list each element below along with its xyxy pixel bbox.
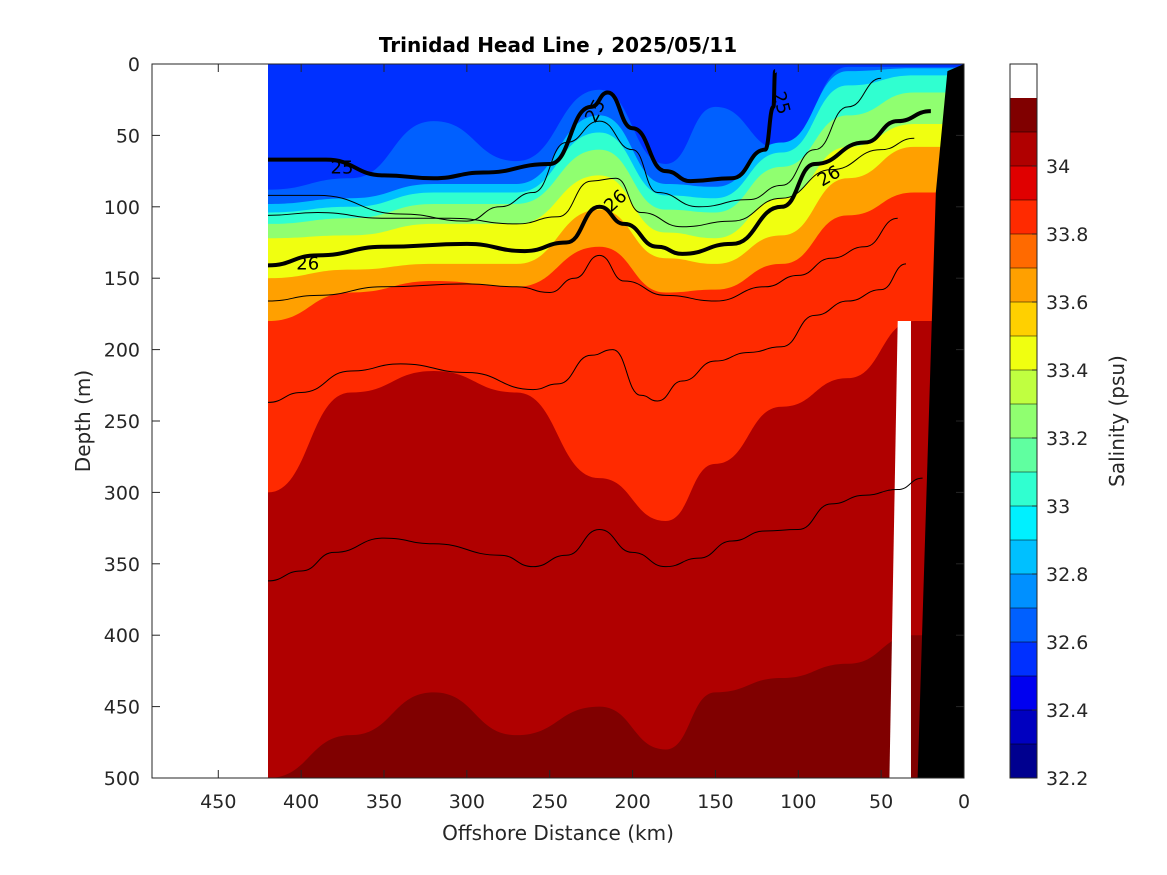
density-contour-line	[267, 477, 923, 582]
y-tick-label: 50	[116, 125, 140, 147]
x-tick-label: 300	[449, 791, 485, 813]
y-tick-label: 150	[104, 268, 140, 290]
shelf-gap	[889, 321, 911, 778]
y-tick-label: 400	[104, 625, 140, 647]
x-tick-label: 450	[200, 791, 236, 813]
colorbar-segment	[1010, 676, 1037, 710]
x-tick-label: 350	[366, 791, 402, 813]
x-axis-ticks: 450 400 350 300 250 200 150 100 50 0	[200, 64, 970, 813]
contour-label-group: 25	[331, 158, 354, 179]
contour-label-group: 26	[296, 253, 319, 274]
density-contour-line	[267, 217, 898, 302]
density-contour-line	[267, 137, 915, 228]
chart-title: Trinidad Head Line , 2025/05/11	[379, 33, 737, 57]
x-tick-label: 250	[532, 791, 568, 813]
colorbar-segment	[1010, 438, 1037, 472]
colorbar-segment	[1010, 200, 1037, 234]
seafloor-mask	[917, 64, 964, 778]
x-tick-label: 200	[614, 791, 650, 813]
colorbar-segment	[1010, 234, 1037, 268]
colorbar-segment	[1010, 166, 1037, 200]
salinity-band	[268, 635, 964, 778]
y-tick-label: 500	[104, 768, 140, 790]
y-tick-label: 0	[128, 54, 140, 76]
contour-label: 26	[296, 253, 319, 274]
colorbar-segment	[1010, 370, 1037, 404]
y-tick-label: 300	[104, 482, 140, 504]
y-axis-ticks: 0 50 100 150 200 250 300 350 400 450 500	[104, 54, 964, 790]
colorbar-segment	[1010, 268, 1037, 302]
y-tick-label: 350	[104, 554, 140, 576]
density-contour-line	[267, 109, 931, 268]
colorbar-segment	[1010, 132, 1037, 166]
x-tick-label: 150	[697, 791, 733, 813]
colorbar-tick-label: 34	[1046, 156, 1070, 178]
colorbar-segment	[1010, 302, 1037, 336]
colorbar-frame	[1009, 63, 1038, 779]
x-tick-label: 100	[780, 791, 816, 813]
colorbar-tick-label: 33.6	[1046, 292, 1088, 314]
y-tick-label: 450	[104, 697, 140, 719]
colorbar-segment	[1010, 744, 1037, 778]
colorbar-tick-label: 32.4	[1046, 700, 1088, 722]
colorbar-segment	[1010, 574, 1037, 608]
density-contour-line	[267, 263, 907, 403]
colorbar-tick-label: 32.2	[1046, 768, 1088, 790]
y-tick-label: 250	[104, 411, 140, 433]
density-contour-line	[268, 69, 778, 184]
colorbar-segment	[1010, 98, 1037, 132]
colorbar-tick-label: 32.8	[1046, 564, 1088, 586]
colorbar-tick-label: 33	[1046, 496, 1070, 518]
salinity-band	[268, 321, 964, 778]
colorbar-segment	[1010, 506, 1037, 540]
colorbar-tick-label: 33.8	[1046, 224, 1088, 246]
colorbar-segment	[1010, 540, 1037, 574]
y-tick-label: 100	[104, 197, 140, 219]
no-data-region	[152, 64, 268, 778]
colorbar-segment	[1010, 608, 1037, 642]
y-tick-label: 200	[104, 340, 140, 362]
x-axis-label: Offshore Distance (km)	[442, 821, 674, 845]
plot-area	[152, 64, 964, 778]
x-tick-label: 0	[958, 791, 970, 813]
x-tick-label: 50	[869, 791, 893, 813]
colorbar-segment	[1010, 472, 1037, 506]
colorbar-tick-label: 33.4	[1046, 360, 1088, 382]
x-tick-label: 400	[283, 791, 319, 813]
colorbar-segment	[1010, 404, 1037, 438]
contour-label: 25	[331, 158, 354, 179]
colorbar-tick-label: 32.6	[1046, 632, 1088, 654]
density-contour-line	[268, 77, 882, 222]
colorbar-label: Salinity (psu)	[1105, 355, 1129, 487]
colorbar-segment	[1010, 710, 1037, 744]
colorbar-segment	[1010, 336, 1037, 370]
colorbar: 34 33.8 33.6 33.4 33.2 33 32.8 32.6 32.4 32.2	[1009, 63, 1088, 790]
y-axis-label: Depth (m)	[71, 370, 95, 472]
colorbar-tick-label: 33.2	[1046, 428, 1088, 450]
colorbar-segment	[1010, 642, 1037, 676]
